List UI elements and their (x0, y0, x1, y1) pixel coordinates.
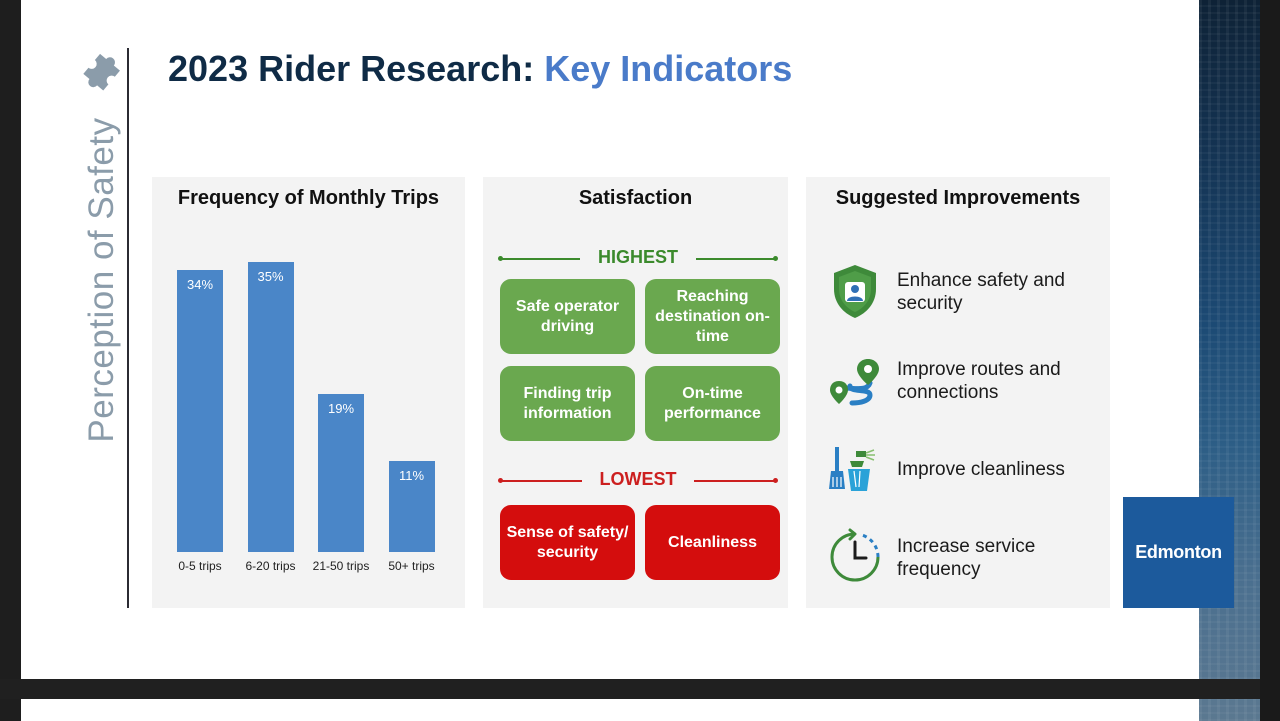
window-frame-left (0, 0, 21, 721)
frequency-panel: Frequency of Monthly Trips 34% 0-5 trips 3… (152, 177, 465, 608)
title-accent: Key Indicators (544, 48, 793, 89)
highest-item-4: On-time performance (645, 366, 780, 441)
bar-value-label: 35% (257, 268, 284, 284)
slide-separator-bar (0, 679, 1260, 699)
bar-0-5-trips (177, 269, 223, 552)
highest-divider-line-right (696, 258, 774, 260)
bar-50-trips (388, 460, 435, 552)
bar-21-50-trips (318, 394, 364, 552)
bar-value-label: 11% (398, 467, 425, 483)
improvements-panel: Suggested Improvements (806, 177, 1110, 608)
vertical-divider (127, 48, 129, 608)
window-frame-right (1260, 0, 1280, 721)
logo-text: Edmonton (1135, 542, 1222, 562)
highest-label: HIGHEST (597, 247, 678, 267)
route-pins-icon (830, 359, 879, 406)
bar-value-label: 34% (186, 276, 214, 292)
satisfaction-title: Satisfaction (578, 187, 693, 209)
shield-person-icon (834, 265, 876, 318)
highest-divider-line-left (502, 258, 580, 260)
lowest-divider-dot-left (498, 478, 503, 483)
highest-divider-dot-left (498, 256, 503, 261)
bar-6-20-trips (247, 261, 294, 552)
highest-divider-dot-right (773, 256, 778, 261)
title-main: 2023 Rider Research: (168, 48, 535, 89)
next-slide-preview (21, 699, 1199, 721)
frequency-title: Frequency of Monthly Trips (177, 187, 440, 209)
improvement-text-4: Increase service frequency (897, 536, 1036, 580)
category-label: 6-20 trips (245, 559, 296, 573)
background-city-image (1199, 0, 1260, 721)
lowest-divider-dot-right (773, 478, 778, 483)
edmonton-logo: Edmonton (1123, 497, 1234, 608)
cleaning-supplies-icon (829, 447, 875, 491)
highest-item-2: Reaching destination on-time (645, 279, 780, 354)
lowest-divider-line-left (502, 480, 582, 482)
highest-item-3: Finding trip information (500, 366, 635, 441)
clock-arrow-icon (830, 528, 880, 582)
category-label: 50+ trips (388, 559, 435, 573)
bar-value-label: 19% (327, 401, 355, 417)
lowest-label: LOWEST (599, 469, 677, 489)
side-title-text: Perception of Safety (82, 117, 121, 443)
category-label: 0-5 trips (178, 559, 222, 573)
lowest-item-2: Cleanliness (645, 505, 780, 580)
improvements-title: Suggested Improvements (835, 187, 1081, 209)
improvement-text-3: Improve cleanliness (897, 459, 1065, 480)
improvement-text-2: Improve routes and connections (897, 359, 1061, 403)
improvement-text-1: Enhance safety and security (897, 270, 1065, 314)
lowest-item-1: Sense of safety/ security (500, 505, 635, 580)
page-title: 2023 Rider Research: Key Indicators (168, 48, 792, 90)
category-label: 21-50 trips (312, 559, 370, 573)
puzzle-piece-icon (83, 53, 120, 91)
lowest-divider-line-right (694, 480, 774, 482)
highest-item-1: Safe operator driving (500, 279, 635, 354)
